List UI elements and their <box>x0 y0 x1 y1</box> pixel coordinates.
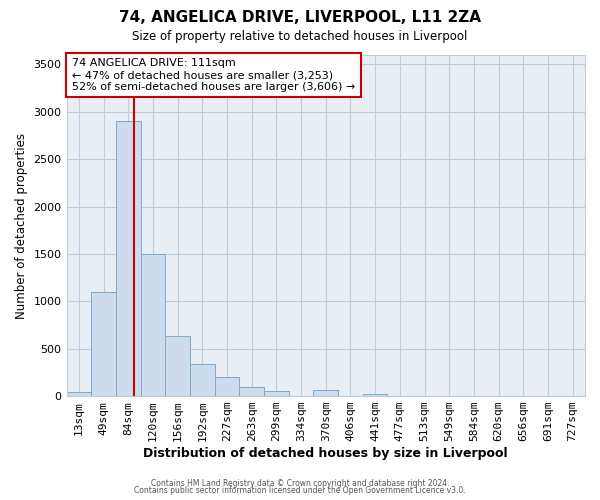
Bar <box>264 392 289 396</box>
Bar <box>165 336 190 396</box>
Bar <box>91 292 116 396</box>
Bar <box>116 122 140 396</box>
Text: 74 ANGELICA DRIVE: 111sqm
← 47% of detached houses are smaller (3,253)
52% of se: 74 ANGELICA DRIVE: 111sqm ← 47% of detac… <box>72 58 355 92</box>
Bar <box>363 394 388 396</box>
Bar <box>190 364 215 396</box>
Bar <box>140 254 165 396</box>
Bar <box>239 386 264 396</box>
Text: Contains public sector information licensed under the Open Government Licence v3: Contains public sector information licen… <box>134 486 466 495</box>
Bar <box>67 392 91 396</box>
Y-axis label: Number of detached properties: Number of detached properties <box>15 132 28 318</box>
Bar <box>313 390 338 396</box>
X-axis label: Distribution of detached houses by size in Liverpool: Distribution of detached houses by size … <box>143 447 508 460</box>
Bar <box>215 377 239 396</box>
Text: 74, ANGELICA DRIVE, LIVERPOOL, L11 2ZA: 74, ANGELICA DRIVE, LIVERPOOL, L11 2ZA <box>119 10 481 25</box>
Text: Contains HM Land Registry data © Crown copyright and database right 2024.: Contains HM Land Registry data © Crown c… <box>151 478 449 488</box>
Text: Size of property relative to detached houses in Liverpool: Size of property relative to detached ho… <box>133 30 467 43</box>
